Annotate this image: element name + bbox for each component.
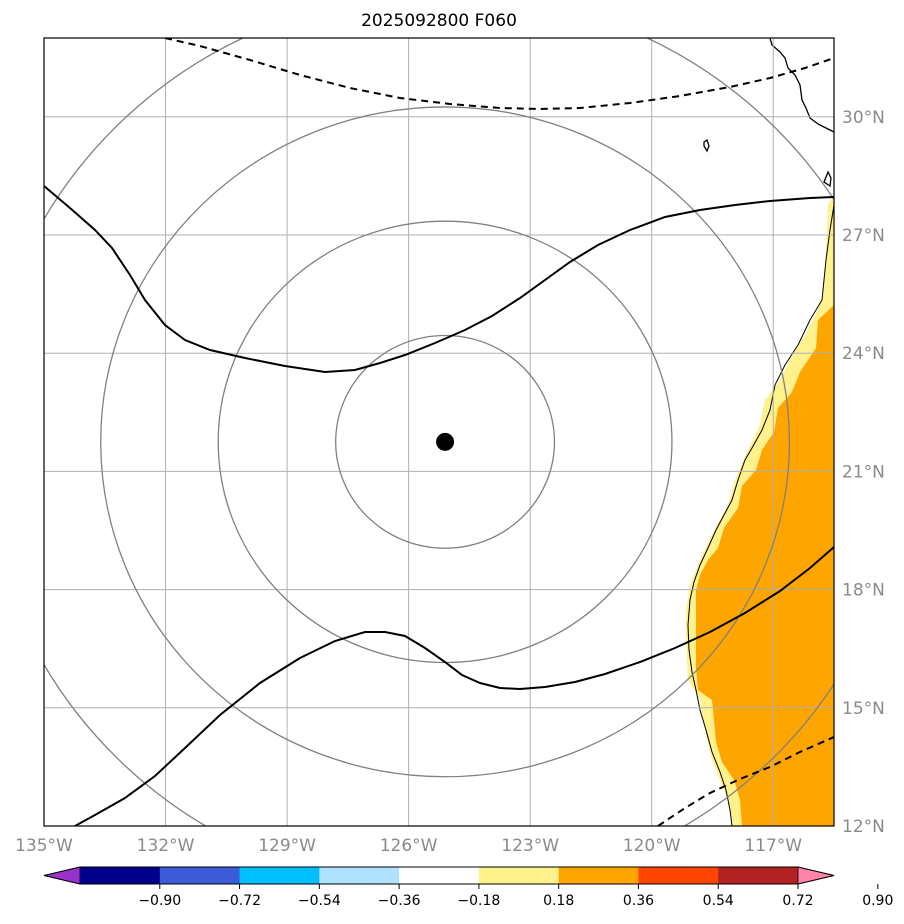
latitude-tick-label: 18°N: [842, 581, 885, 601]
latitude-tick-labels: 30°N 27°N 24°N 21°N 18°N 15°N 12°N: [842, 108, 885, 837]
longitude-tick-label: 123°W: [501, 836, 559, 856]
longitude-tick-label: 132°W: [137, 836, 195, 856]
colorbar-segment: [159, 867, 241, 884]
map-frame: [43, 37, 835, 827]
island-outline-2: [823, 170, 832, 188]
latitude-tick-label: 21°N: [842, 462, 885, 482]
latitude-tick-label: 30°N: [842, 108, 885, 128]
colorbar-segment: [638, 867, 719, 884]
colorbar-segment: [718, 867, 799, 884]
colorbar-segment: [478, 867, 560, 884]
map-title: 2025092800 F060: [361, 11, 517, 31]
colorbar-segment: [80, 867, 161, 884]
contour-dashed-south: [657, 736, 834, 826]
contour-solid-south: [74, 546, 834, 826]
coastline: [687, 204, 834, 826]
colorbar-extend-low: [43, 866, 81, 885]
longitude-tick-label: 126°W: [380, 836, 438, 856]
longitude-tick-labels: 135°W 132°W 129°W 126°W 123°W 120°W 117°W: [15, 836, 802, 856]
contour-solid-north: [44, 185, 834, 374]
range-ring: [100, 106, 791, 778]
contour-dashed-north: [164, 38, 834, 111]
colorbar-tick-label: −0.90: [138, 893, 181, 909]
latitude-tick-label: 15°N: [842, 699, 885, 719]
colorbar-outline: [43, 866, 835, 885]
colorbar: −0.90 −0.72 −0.54 −0.36 −0.18 0.18 0.36 0.54 0.7…: [43, 866, 893, 909]
colorbar-tick-label: 0.36: [623, 893, 654, 909]
longitude-tick-label: 117°W: [744, 836, 802, 856]
colorbar-tick-label: 0.18: [543, 893, 574, 909]
colorbar-segment: [558, 867, 639, 884]
colorbar-segment: [239, 867, 320, 884]
latitude-tick-label: 12°N: [842, 817, 885, 837]
colorbar-tick-label: −0.54: [298, 893, 341, 909]
latitude-tick-label: 27°N: [842, 226, 885, 246]
colorbar-tick-label: −0.72: [218, 893, 261, 909]
longitude-tick-label: 129°W: [258, 836, 316, 856]
storm-center-marker: [436, 432, 455, 451]
coastline-north: [769, 38, 834, 133]
colorbar-tick-label: 0.54: [703, 893, 734, 909]
range-ring: [335, 334, 556, 549]
longitude-tick-label: 120°W: [623, 836, 681, 856]
colorbar-segment: [399, 867, 480, 884]
longitude-tick-label: 135°W: [15, 836, 73, 856]
graticule: [44, 38, 834, 826]
colorbar-extend-high: [797, 866, 835, 885]
island-outline: [703, 138, 710, 153]
colorbar-tick-label: 0.90: [862, 893, 893, 909]
colorbar-tick-label: 0.72: [782, 893, 813, 909]
latitude-tick-label: 24°N: [842, 344, 885, 364]
colorbar-segment: [319, 867, 400, 884]
colorbar-tick-label: −0.36: [378, 893, 421, 909]
map-panel: [44, 38, 834, 826]
colorbar-tick-label: −0.18: [457, 893, 500, 909]
